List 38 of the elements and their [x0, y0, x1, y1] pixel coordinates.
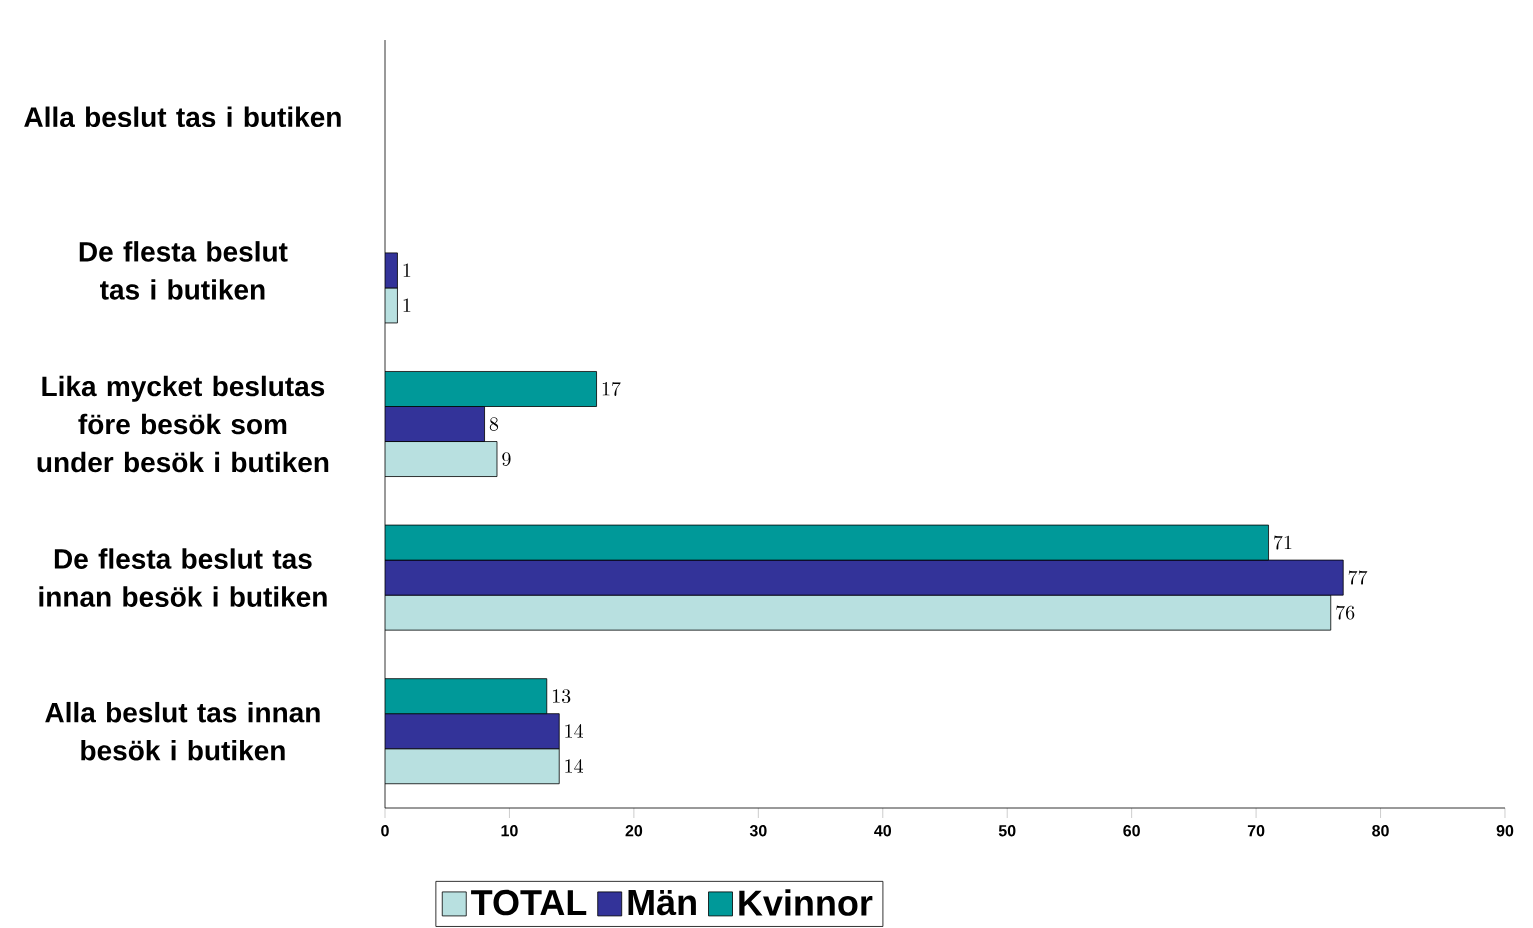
data-label: 13 — [552, 689, 571, 704]
data-label: 77 — [1348, 570, 1368, 585]
x-tick-label: 60 — [1123, 825, 1140, 837]
data-label: 9 — [502, 452, 511, 466]
data-label: 76 — [1336, 605, 1355, 620]
x-tick-label: 20 — [625, 825, 643, 837]
bar — [385, 748, 560, 785]
legend-label: TOTAL — [471, 889, 587, 916]
x-tick-label: 30 — [749, 825, 767, 837]
legend-label: Kvinnor — [739, 889, 873, 916]
data-label: 8 — [489, 417, 499, 431]
y-tick-label: De flesta beslut tas i butiken — [79, 241, 288, 300]
bar — [385, 441, 498, 477]
x-tick-label: 90 — [1496, 825, 1514, 837]
bar — [385, 678, 548, 715]
data-label: 1 — [403, 298, 411, 312]
y-tick-label: De flesta beslut tas innan besök i butiken — [39, 548, 327, 607]
bar — [385, 524, 1269, 561]
x-tick-label: 0 — [381, 825, 389, 837]
bar — [385, 594, 1332, 631]
data-label: 14 — [565, 759, 584, 773]
data-label: 71 — [1274, 535, 1292, 550]
legend-label: Män — [628, 889, 696, 916]
bar — [385, 371, 597, 407]
x-tick-label: 40 — [874, 825, 892, 837]
y-tick-label: Alla beslut tas innan besök i butiken — [45, 701, 320, 761]
data-label: 14 — [565, 724, 584, 738]
x-tick-label: 80 — [1372, 825, 1389, 837]
x-tick-label: 70 — [1247, 825, 1265, 837]
data-label: 1 — [403, 263, 411, 277]
bar — [385, 559, 1344, 596]
y-tick-label: Alla beslut tas i butiken — [24, 106, 341, 128]
y-tick-label: Lika mycket beslutas före besök som under besök i butiken — [37, 375, 329, 473]
bar — [385, 406, 485, 442]
x-tick-label: 50 — [998, 825, 1016, 837]
bar — [385, 713, 560, 750]
data-label: 17 — [602, 381, 621, 396]
x-tick-label: 10 — [501, 825, 518, 837]
